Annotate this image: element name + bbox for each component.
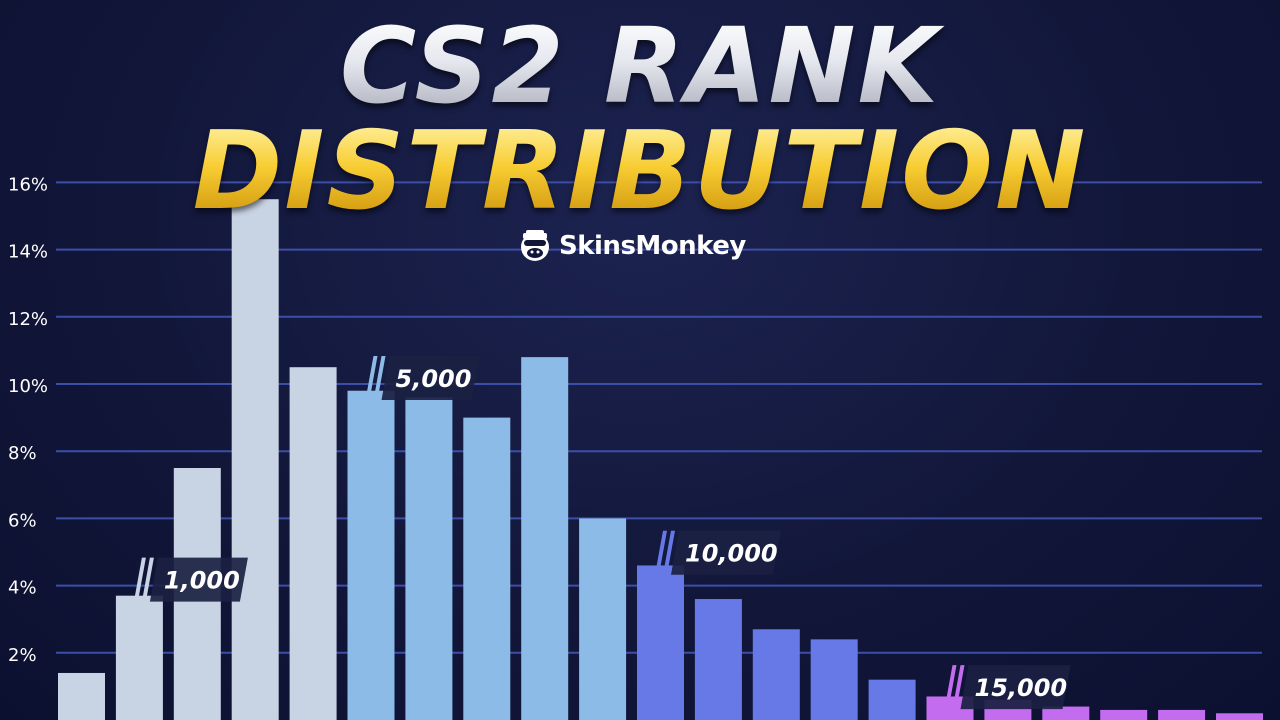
milestone-stripe: [141, 557, 154, 602]
chart-title-line-1: CS2 RANK: [0, 14, 1280, 118]
chart-title-line-2: DISTRIBUTION: [0, 118, 1280, 226]
milestone-labels: 1,000 5,000 10,000 15,000: [133, 356, 1071, 710]
milestone-tag: 15,000: [944, 665, 1071, 710]
bar: [1216, 713, 1263, 720]
y-tick-label: 2%: [8, 645, 37, 666]
y-tick-label: 6%: [8, 510, 37, 531]
milestone-tag-bg: [381, 356, 480, 400]
milestone-tag-bg: [149, 557, 248, 602]
bar: [637, 565, 684, 720]
bar: [1100, 709, 1148, 720]
milestone-stripe: [663, 530, 675, 575]
milestone-stripe: [133, 557, 146, 602]
milestone-tag-bg: [671, 530, 781, 575]
bar: [1042, 706, 1090, 720]
bar: [810, 639, 858, 720]
milestone-label: 5,000: [396, 365, 472, 393]
milestone-label: 10,000: [685, 540, 778, 568]
y-tick-label: 14%: [8, 242, 48, 263]
brand-logo-group: SkinsMonkey: [517, 226, 746, 266]
bar: [752, 629, 800, 720]
y-tick-label: 16%: [8, 174, 48, 195]
milestone-tag: 5,000: [365, 356, 480, 400]
milestone-tag: 10,000: [655, 530, 781, 575]
bar: [289, 367, 337, 720]
bar: [463, 417, 511, 720]
monkey-logo-icon: [521, 230, 549, 261]
bar: [347, 390, 395, 720]
bar: [1158, 709, 1206, 720]
y-tick-label: 10%: [8, 376, 48, 397]
bar: [115, 595, 163, 720]
bar: [694, 599, 742, 720]
y-tick-label: 12%: [8, 309, 48, 330]
bar: [405, 397, 453, 720]
bar: [58, 672, 105, 720]
milestone-label: 15,000: [975, 674, 1068, 702]
y-tick-label: 4%: [8, 578, 37, 599]
bar: [868, 679, 916, 720]
milestone-stripe: [952, 665, 965, 710]
y-axis-ticks: 2% 4% 6% 8% 10% 12% 14% 16%: [8, 174, 48, 665]
milestone-stripe: [655, 530, 667, 575]
brand-name: SkinsMonkey: [559, 231, 746, 261]
bar: [579, 518, 627, 720]
milestone-stripe: [944, 665, 957, 710]
milestone-stripe: [373, 356, 386, 400]
milestone-tag: 1,000: [133, 557, 248, 602]
bar: [231, 199, 279, 720]
milestone-tag-bg: [960, 665, 1071, 710]
milestone-stripe: [365, 356, 378, 400]
bar: [521, 357, 569, 720]
milestone-label: 1,000: [164, 567, 240, 595]
y-tick-label: 8%: [8, 443, 37, 464]
bars: [58, 199, 1263, 720]
